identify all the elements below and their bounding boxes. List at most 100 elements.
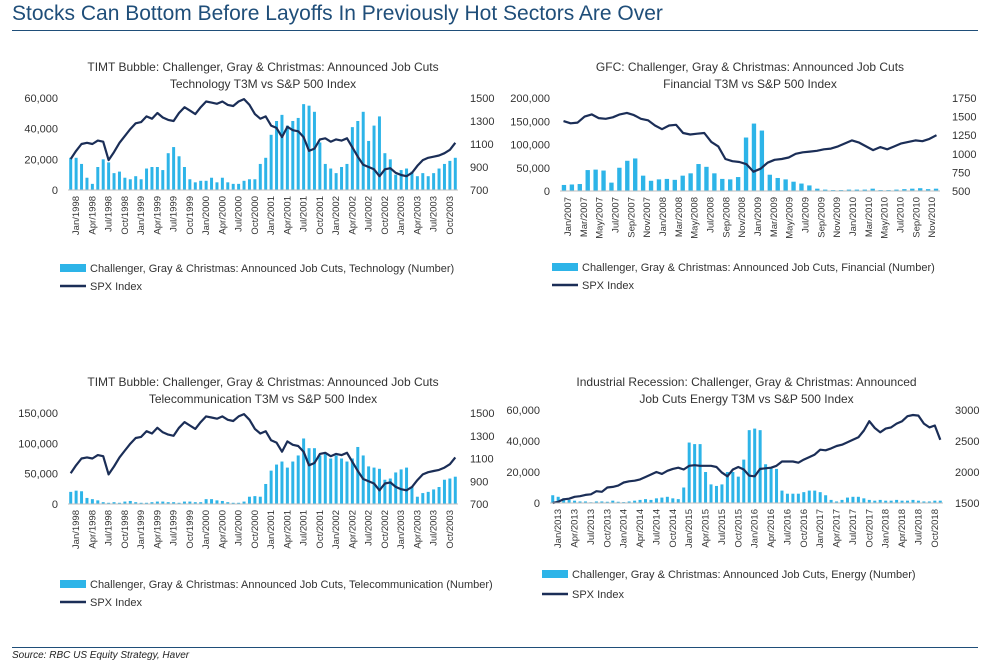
bar [672,179,677,191]
spx-line [69,412,457,492]
bar [567,499,571,503]
y-left-tick-label: 200,000 [510,93,550,105]
x-tick-label: Jan/1998 [71,510,82,549]
x-tick-label: Jan/2001 [266,196,277,235]
bar [388,478,392,504]
bar [933,188,939,191]
bar [813,490,817,503]
bar [448,478,452,504]
bar [758,430,762,503]
x-tick-label: Oct/2001 [315,196,326,235]
y-right-tick-label: 1750 [952,93,976,105]
bar [605,501,609,503]
x-tick-label: Jan/2002 [331,196,342,235]
bar [906,500,910,503]
y-right-tick-label: 750 [952,167,970,179]
y-left-tick-label: 60,000 [24,93,58,105]
bar [649,499,653,503]
bar [680,175,685,191]
x-tick-label: Apr/2013 [570,509,581,548]
legend-label-line: SPX Index [572,589,624,601]
legend-label-bars: Challenger, Gray & Christmas: Announced … [90,579,493,591]
bar [220,500,224,504]
bar [101,159,105,190]
bar [226,182,230,190]
x-tick-label: Oct/2014 [668,509,679,548]
y-left-tick-label: 20,000 [24,154,58,166]
bar [751,123,757,191]
bar [161,170,165,190]
bar [112,173,116,190]
x-tick-label: Jan/2013 [553,509,564,548]
y-left-tick-label: 0 [534,498,540,510]
bar [405,467,409,504]
bar [388,159,392,190]
x-tick-label: Jul/2017 [848,509,859,545]
x-tick-label: Mar/2008 [674,197,685,237]
x-tick-label: Jul/2018 [913,509,924,545]
bar [601,170,606,191]
bar [323,163,327,190]
bar [410,171,414,190]
bar [884,500,888,503]
bar [432,489,436,504]
chart-energy: Industrial Recession: Challenger, Gray &… [506,375,979,601]
x-tick-label: Jan/2000 [201,196,212,235]
y-right-tick-label: 700 [470,185,488,197]
bar [442,479,446,504]
x-tick-label: Jul/2007 [610,197,621,233]
bar [350,458,354,504]
bar [318,142,322,190]
x-tick-label: Nov/2009 [832,197,843,238]
x-tick-label: Jul/2016 [782,509,793,545]
bar [166,153,170,190]
x-tick-label: Jul/1999 [169,196,180,232]
bar [334,173,338,190]
bar [767,174,772,191]
bar [453,157,457,190]
bar [367,466,371,504]
bar [356,446,360,504]
spx-line [552,413,942,505]
x-tick-label: Jan/2002 [331,510,342,549]
bar [714,485,718,503]
bar [851,496,855,503]
bar [625,160,630,191]
bar [161,501,165,504]
x-tick-label: Oct/2018 [930,509,941,548]
bar [862,189,867,191]
bar [329,168,333,190]
bar [633,158,638,191]
x-tick-label: Apr/1999 [152,196,163,235]
x-tick-label: Oct/2002 [380,196,391,235]
bar [925,189,931,191]
bar [593,169,598,191]
bar [210,177,214,190]
bar [835,501,839,503]
bar [660,497,664,503]
bar [226,502,230,504]
bar [242,180,246,190]
bar [938,500,942,503]
x-tick-label: Oct/2003 [445,510,456,549]
bar [682,487,686,503]
x-tick-label: Apr/2002 [347,196,358,235]
bar [644,499,648,503]
bar [704,166,709,191]
bar [442,163,446,190]
bar [783,179,788,191]
bar [780,490,784,503]
bar [742,459,746,503]
bar [862,498,866,503]
y-left-tick-label: 40,000 [24,124,58,136]
bar [856,496,860,503]
x-tick-label: Jul/2014 [651,509,662,545]
bar [69,157,73,190]
bar [128,500,132,504]
bar [247,179,251,190]
bar [824,495,828,503]
bar [383,153,387,190]
legend-label-line: SPX Index [90,281,142,293]
x-tick-label: Jan/2008 [658,197,669,236]
bar [775,468,779,503]
